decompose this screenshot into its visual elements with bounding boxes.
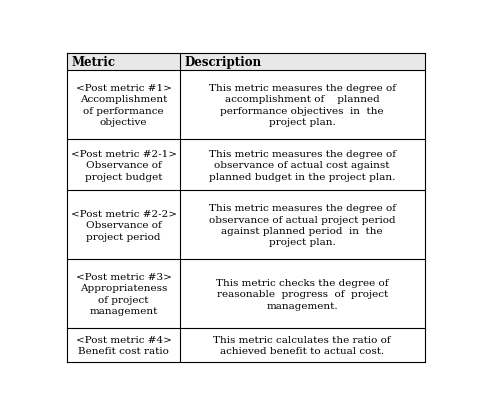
- Text: This metric calculates the ratio of
achieved benefit to actual cost.: This metric calculates the ratio of achi…: [214, 335, 391, 355]
- Text: <Post metric #2-2>
Observance of
project period: <Post metric #2-2> Observance of project…: [71, 209, 177, 241]
- Text: This metric checks the degree of
reasonable  progress  of  project
management.: This metric checks the degree of reasona…: [216, 278, 388, 310]
- Text: <Post metric #2-1>
Observance of
project budget: <Post metric #2-1> Observance of project…: [71, 149, 177, 181]
- Bar: [67, 54, 424, 71]
- Text: <Post metric #1>
Accomplishment
of performance
objective: <Post metric #1> Accomplishment of perfo…: [76, 83, 172, 127]
- Text: Description: Description: [184, 56, 262, 69]
- Text: This metric measures the degree of
accomplishment of    planned
performance obje: This metric measures the degree of accom…: [209, 83, 396, 127]
- Text: <Post metric #3>
Appropriateness
of project
management: <Post metric #3> Appropriateness of proj…: [76, 272, 172, 315]
- Text: <Post metric #4>
Benefit cost ratio: <Post metric #4> Benefit cost ratio: [76, 335, 172, 355]
- Text: This metric measures the degree of
observance of actual cost against
planned bud: This metric measures the degree of obser…: [209, 149, 396, 181]
- Text: This metric measures the degree of
observance of actual project period
against p: This metric measures the degree of obser…: [209, 204, 396, 247]
- Text: Metric: Metric: [72, 56, 116, 69]
